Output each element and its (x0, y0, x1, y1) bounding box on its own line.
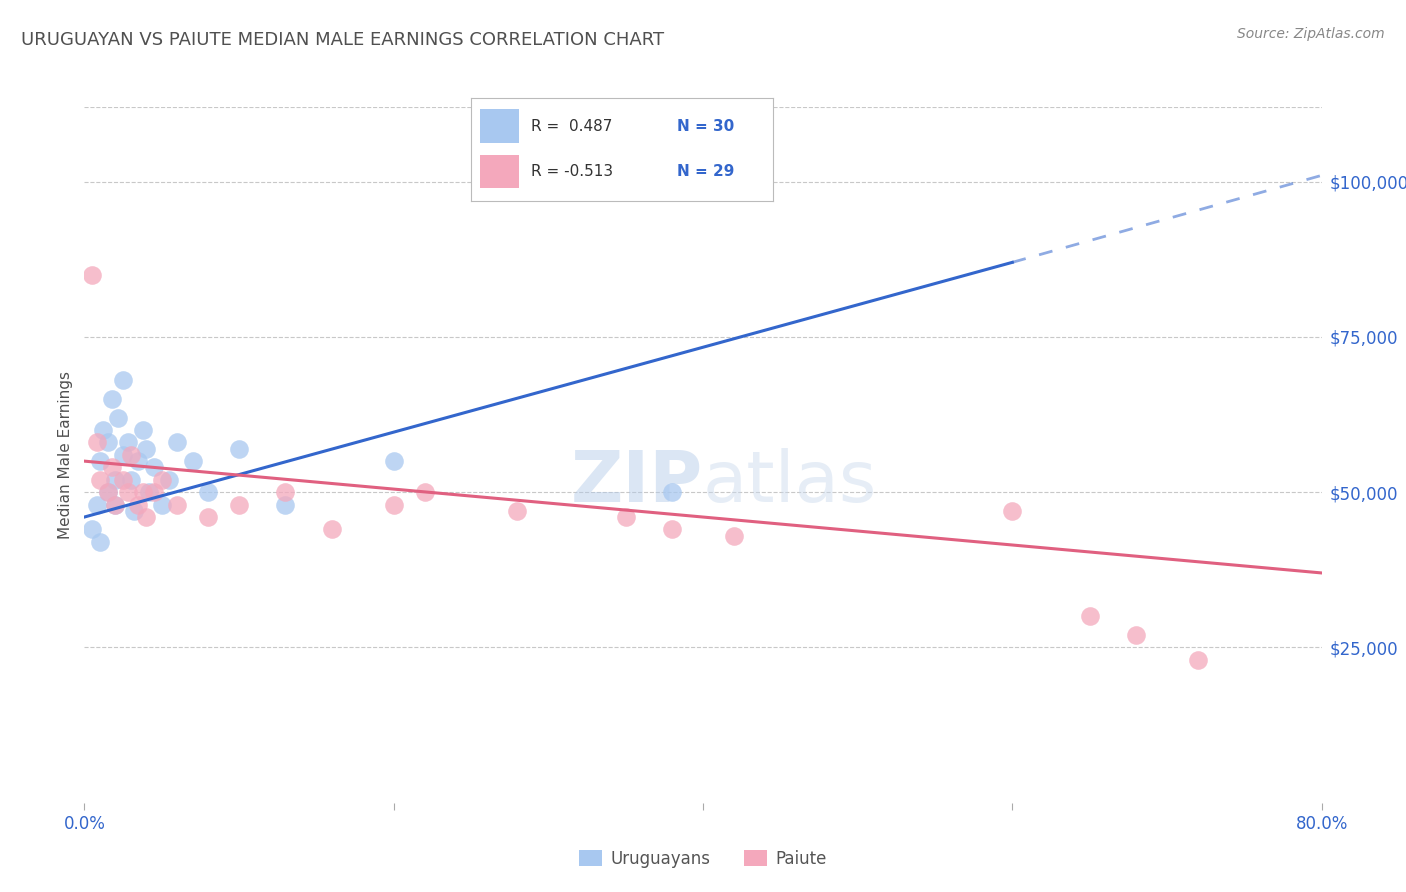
Point (135, 442, 157, 456)
Text: R = -0.513: R = -0.513 (531, 164, 613, 179)
Point (104, 473, 127, 487)
Point (1078, 609, 1101, 624)
Point (1001, 504, 1024, 518)
Point (122, 504, 145, 518)
Point (97, 435, 120, 450)
Point (89, 534, 111, 549)
Point (159, 473, 181, 487)
Point (112, 373, 135, 387)
Point (197, 485, 219, 500)
Point (82, 268, 104, 282)
Point (1187, 653, 1209, 667)
Point (91, 423, 114, 437)
Point (82, 523, 104, 537)
Point (107, 410, 129, 425)
Text: N = 30: N = 30 (676, 119, 734, 134)
Text: ZIP: ZIP (571, 449, 703, 517)
Point (128, 454, 150, 468)
Point (614, 510, 637, 524)
Text: R =  0.487: R = 0.487 (531, 119, 613, 134)
Point (274, 498, 297, 512)
Point (86, 435, 108, 450)
Point (97, 485, 120, 500)
Point (150, 498, 173, 512)
Point (661, 523, 683, 537)
Point (321, 523, 343, 537)
Text: N = 29: N = 29 (676, 164, 734, 179)
Point (661, 485, 683, 500)
Point (120, 473, 142, 487)
FancyBboxPatch shape (479, 154, 519, 188)
Point (101, 460, 124, 475)
Point (104, 498, 127, 512)
Point (143, 485, 166, 500)
Point (228, 442, 250, 456)
Point (104, 498, 127, 512)
Y-axis label: Median Male Earnings: Median Male Earnings (58, 371, 73, 539)
Point (723, 529, 745, 543)
Point (132, 423, 155, 437)
Point (138, 485, 160, 500)
Point (228, 498, 250, 512)
Point (274, 485, 297, 500)
Point (97, 485, 120, 500)
Point (117, 485, 139, 500)
Point (89, 454, 111, 468)
Point (112, 448, 135, 462)
Point (132, 485, 155, 500)
Point (382, 498, 405, 512)
Text: atlas: atlas (703, 449, 877, 517)
Point (197, 510, 219, 524)
Point (143, 460, 166, 475)
Text: URUGUAYAN VS PAIUTE MEDIAN MALE EARNINGS CORRELATION CHART: URUGUAYAN VS PAIUTE MEDIAN MALE EARNINGS… (21, 31, 664, 49)
Point (135, 510, 157, 524)
Point (181, 454, 204, 468)
Point (89, 473, 111, 487)
Point (120, 448, 142, 462)
Point (166, 435, 188, 450)
Point (101, 392, 124, 406)
FancyBboxPatch shape (479, 110, 519, 144)
Point (506, 504, 529, 518)
Point (128, 498, 150, 512)
Point (150, 473, 173, 487)
Point (1125, 628, 1147, 642)
Text: Source: ZipAtlas.com: Source: ZipAtlas.com (1237, 27, 1385, 41)
Point (382, 454, 405, 468)
Point (112, 473, 135, 487)
Point (413, 485, 436, 500)
Point (86, 498, 108, 512)
Point (117, 435, 139, 450)
Legend: Uruguayans, Paiute: Uruguayans, Paiute (572, 843, 834, 874)
Point (166, 498, 188, 512)
